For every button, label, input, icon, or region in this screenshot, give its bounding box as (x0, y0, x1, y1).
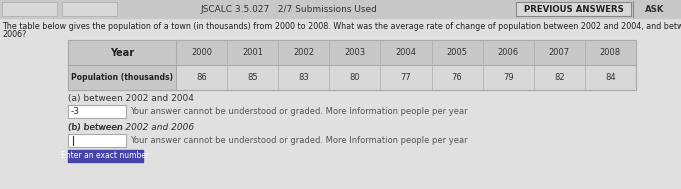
Text: 76: 76 (452, 73, 462, 82)
Text: 2006: 2006 (498, 48, 519, 57)
Text: Your answer cannot be understood or graded. More Information people per year: Your answer cannot be understood or grad… (130, 136, 468, 145)
Text: 2003: 2003 (345, 48, 366, 57)
Text: 2005: 2005 (447, 48, 468, 57)
Text: The table below gives the population of a town (in thousands) from 2000 to 2008.: The table below gives the population of … (2, 22, 681, 31)
Text: PREVIOUS ANSWERS: PREVIOUS ANSWERS (524, 5, 623, 13)
Bar (68, 40, 636, 90)
Text: Year: Year (110, 47, 134, 57)
Text: 80: 80 (349, 73, 360, 82)
Text: Population (thousands): Population (thousands) (71, 73, 173, 82)
Bar (68, 40, 636, 65)
Text: 79: 79 (503, 73, 513, 82)
Bar (68, 40, 636, 90)
Text: (b) between: (b) between (68, 123, 126, 132)
Text: Enter an exact number: Enter an exact number (61, 152, 150, 160)
Text: (a) between 2002 and 2004: (a) between 2002 and 2004 (68, 94, 194, 103)
Text: 2006?: 2006? (2, 30, 27, 39)
Text: 2008: 2008 (600, 48, 621, 57)
Text: 86: 86 (196, 73, 207, 82)
Text: 85: 85 (247, 73, 258, 82)
Text: JSCALC 3.5.027   2/7 Submissions Used: JSCALC 3.5.027 2/7 Submissions Used (200, 5, 377, 13)
Bar (2, 2, 57, 16)
Text: ASK: ASK (646, 5, 665, 13)
Text: 83: 83 (298, 73, 309, 82)
Text: 2002: 2002 (294, 48, 314, 57)
Text: Your answer cannot be understood or graded. More Information people per year: Your answer cannot be understood or grad… (130, 107, 468, 116)
Text: 2001: 2001 (242, 48, 263, 57)
Text: 82: 82 (554, 73, 565, 82)
Bar (68, 105, 126, 118)
Text: -3: -3 (71, 107, 80, 116)
Text: 2000: 2000 (191, 48, 212, 57)
Text: 2007: 2007 (549, 48, 570, 57)
Bar (68, 150, 143, 162)
Bar (516, 2, 631, 16)
Text: 84: 84 (605, 73, 616, 82)
Bar (0, 0, 681, 18)
Text: 2004: 2004 (396, 48, 417, 57)
Text: (b) between 2002 and 2006: (b) between 2002 and 2006 (68, 123, 194, 132)
Bar (62, 2, 117, 16)
Bar (68, 134, 126, 147)
Text: 77: 77 (400, 73, 411, 82)
Bar (68, 40, 176, 90)
